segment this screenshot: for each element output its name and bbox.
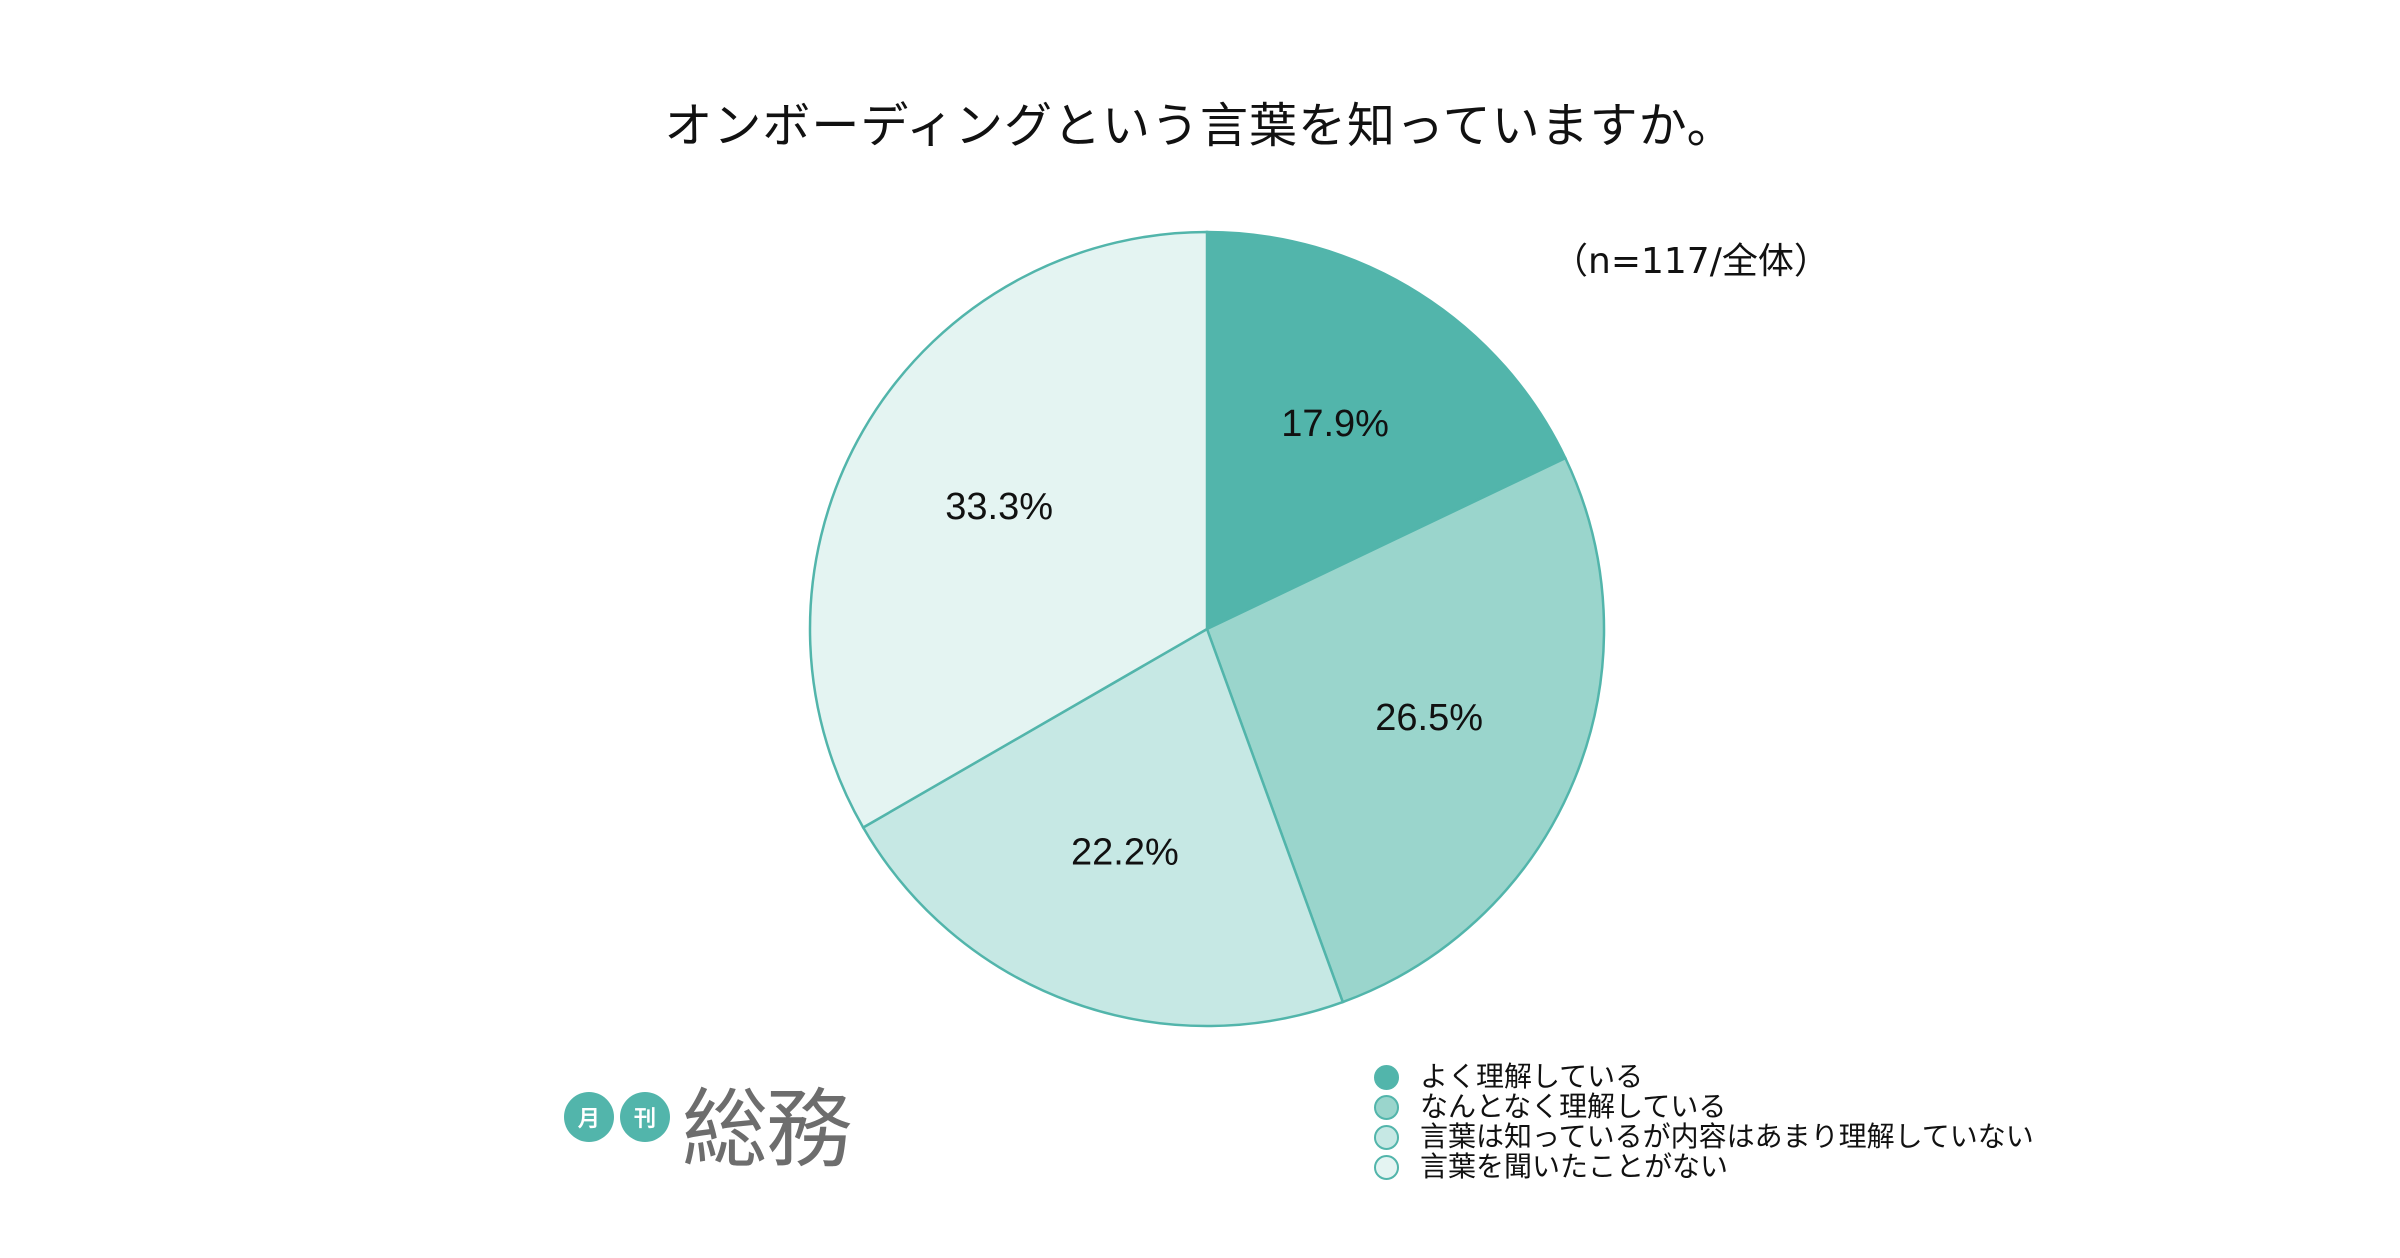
slice-value-label: 33.3% (945, 486, 1053, 528)
legend-item: 言葉を聞いたことがない (1374, 1152, 2034, 1182)
legend-label: 言葉を聞いたことがない (1420, 1150, 1729, 1183)
legend-label: よく理解している (1420, 1060, 1644, 1093)
slice-value-label: 26.5% (1375, 697, 1483, 739)
slice-value-label: 17.9% (1281, 403, 1389, 445)
legend-item: 言葉は知っているが内容はあまり理解していない (1374, 1122, 2034, 1152)
legend-label: なんとなく理解している (1420, 1090, 1727, 1123)
sample-size-note: （n=117/全体） (1552, 241, 1830, 282)
logo-monthly-badge: 月 (564, 1092, 614, 1142)
logo-wordmark: 総務 (682, 1080, 852, 1180)
pie-slice (1205, 230, 1568, 631)
logo-publication-badge: 刊 (620, 1092, 670, 1142)
legend-label: 言葉は知っているが内容はあまり理解していない (1420, 1120, 2034, 1153)
pie-slice (808, 230, 1209, 830)
publisher-logo: 月 刊 総務 (564, 1080, 852, 1180)
legend-swatch (1374, 1124, 1399, 1150)
legend-swatch (1374, 1094, 1399, 1120)
legend-item: なんとなく理解している (1374, 1092, 2034, 1122)
legend-item: よく理解している (1374, 1062, 2034, 1092)
legend-swatch (1374, 1154, 1399, 1180)
slice-value-label: 22.2% (1071, 832, 1179, 874)
chart-title: オンボーディングという言葉を知っていますか。 (664, 98, 1736, 154)
legend: よく理解している なんとなく理解している 言葉は知っているが内容はあまり理解して… (1374, 1062, 2034, 1182)
legend-swatch (1374, 1064, 1399, 1090)
pie-slice (1205, 456, 1606, 1004)
pie-slice (861, 627, 1345, 1028)
